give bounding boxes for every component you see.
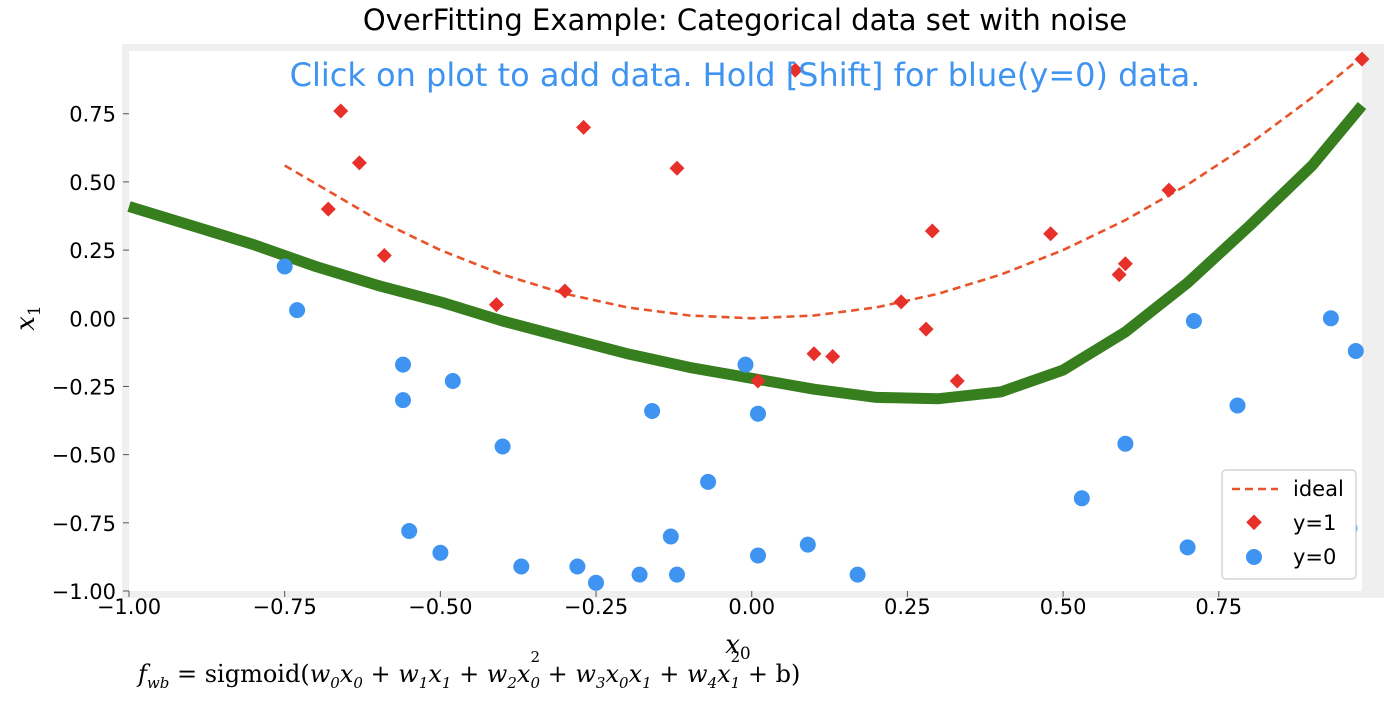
data-point-y0 xyxy=(513,558,530,575)
data-point-y1 xyxy=(787,62,803,78)
data-point-y0 xyxy=(644,403,661,419)
data-point-y0 xyxy=(700,473,717,490)
y-axis-label-sub: 1 xyxy=(25,305,45,316)
legend-y0-swatch xyxy=(1246,549,1262,565)
data-point-y0 xyxy=(588,574,604,591)
instruction-text: Click on plot to add data. Hold [Shift] … xyxy=(290,56,1201,94)
data-point-y0 xyxy=(631,566,648,583)
data-point-y1 xyxy=(750,373,766,389)
data-point-y0 xyxy=(494,438,511,455)
data-point-y0 xyxy=(432,544,449,561)
x-tick-label: −0.75 xyxy=(253,595,317,619)
data-point-y0 xyxy=(1179,539,1196,556)
data-point-y0 xyxy=(276,258,293,275)
y-tick-label: −0.25 xyxy=(52,375,116,399)
x-axis-label-base: x xyxy=(725,630,740,660)
data-point-y0 xyxy=(395,392,411,409)
data-point-y0 xyxy=(1073,490,1090,507)
y-tick-label: −1.00 xyxy=(52,580,116,604)
data-point-y0 xyxy=(1117,435,1134,452)
chart-title: OverFitting Example: Categorical data se… xyxy=(363,3,1127,37)
y-tick-label: 0.25 xyxy=(69,239,116,263)
data-point-y0 xyxy=(1185,313,1202,329)
y-tick-label: −0.75 xyxy=(52,512,116,536)
legend-y1-label: y=1 xyxy=(1293,511,1336,535)
data-point-y1 xyxy=(806,346,822,362)
x-axis-label-sub: 0 xyxy=(740,644,751,664)
x-tick-label: 0.50 xyxy=(1040,595,1087,619)
y-tick-label: 0.00 xyxy=(69,307,116,331)
data-point-y1 xyxy=(376,248,392,264)
data-point-y0 xyxy=(669,566,685,583)
decision-boundary-line xyxy=(127,101,1367,405)
data-point-y0 xyxy=(1347,343,1364,359)
data-point-y0 xyxy=(750,405,766,422)
x-tick-label: 0.25 xyxy=(884,595,931,619)
y-tick-label: −0.50 xyxy=(52,444,116,468)
x-tick-label: −0.25 xyxy=(564,595,628,619)
legend: ideal y=1 y=0 xyxy=(1221,469,1357,580)
plot-area[interactable] xyxy=(129,51,1362,591)
y-tick-label: 0.75 xyxy=(69,103,116,127)
data-point-y1 xyxy=(918,321,934,337)
data-point-y1 xyxy=(1161,182,1177,198)
data-point-y1 xyxy=(1354,51,1370,67)
data-point-y0 xyxy=(662,528,679,545)
model-formula: fwb = sigmoid(w0x0 + w1x1 + w2x0 2 + w3x0… xyxy=(138,648,801,692)
data-point-y0 xyxy=(444,373,461,389)
data-point-y0 xyxy=(395,356,411,373)
data-point-y1 xyxy=(557,283,573,299)
data-point-y0 xyxy=(401,523,418,539)
data-point-y0 xyxy=(737,356,754,373)
legend-ideal-label: ideal xyxy=(1293,477,1344,501)
x-axis-label: x0 xyxy=(725,630,751,664)
legend-y0-label: y=0 xyxy=(1293,545,1336,569)
data-point-y1 xyxy=(893,294,909,310)
x-tick-label: 0.00 xyxy=(728,595,775,619)
y-axis-label-base: x xyxy=(11,316,41,331)
data-point-y1 xyxy=(351,155,367,171)
data-point-y1 xyxy=(576,119,592,135)
x-tick-label: −0.50 xyxy=(408,595,472,619)
data-point-y1 xyxy=(488,297,504,313)
data-point-y1 xyxy=(669,160,685,176)
data-point-y0 xyxy=(799,536,816,553)
data-point-y0 xyxy=(750,547,766,564)
data-point-y0 xyxy=(849,566,866,583)
data-point-y1 xyxy=(1111,267,1127,283)
data-point-y1 xyxy=(924,223,940,239)
data-point-y0 xyxy=(289,302,306,319)
data-point-y1 xyxy=(1117,256,1133,272)
legend-y1-swatch xyxy=(1246,514,1262,531)
data-point-y1 xyxy=(1043,226,1059,242)
data-point-y1 xyxy=(320,201,336,217)
y-axis-label: x1 xyxy=(11,305,45,331)
data-point-y0 xyxy=(1322,310,1339,327)
x-tick-label: −1.00 xyxy=(97,595,161,619)
x-tick-label: 0.75 xyxy=(1195,595,1242,619)
data-point-y0 xyxy=(569,558,586,575)
ideal-line xyxy=(284,55,1363,320)
data-point-y1 xyxy=(949,373,965,389)
data-point-y1 xyxy=(333,103,349,119)
y-tick-label: 0.50 xyxy=(69,171,116,195)
data-point-y0 xyxy=(1229,397,1246,414)
data-point-y1 xyxy=(825,348,841,364)
